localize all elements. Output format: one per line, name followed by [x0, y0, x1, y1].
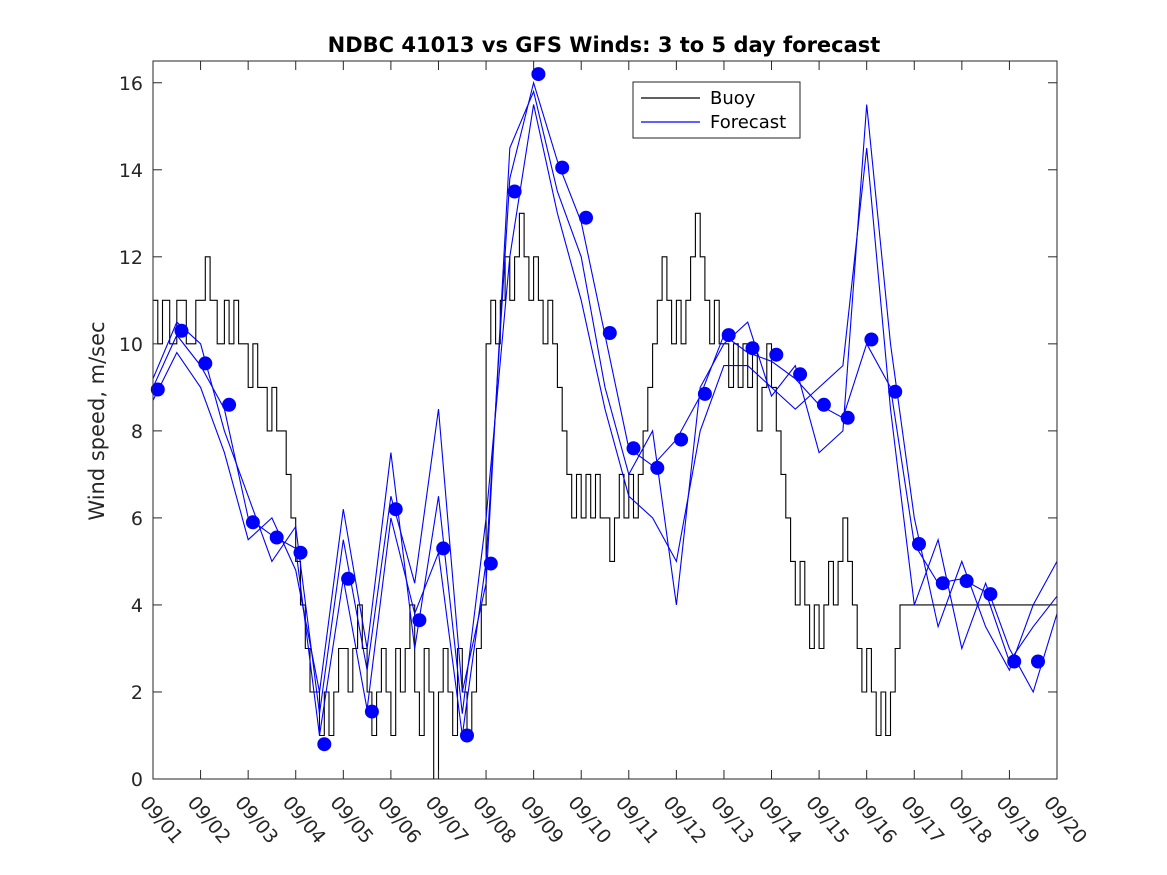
forecast-series-line-2	[152, 89, 1058, 714]
forecast-marker	[555, 160, 570, 175]
forecast-marker	[935, 576, 950, 591]
y-tick-label: 8	[131, 421, 143, 443]
forecast-marker	[888, 384, 903, 399]
forecast-marker	[317, 737, 332, 752]
forecast-marker	[436, 541, 451, 556]
forecast-marker	[341, 571, 356, 586]
forecast-marker	[293, 545, 308, 560]
y-tick-label: 14	[119, 160, 143, 182]
forecast-marker	[1007, 654, 1022, 669]
forecast-marker	[174, 323, 189, 338]
forecast-marker	[912, 537, 926, 551]
forecast-marker	[840, 410, 855, 425]
y-axis-label: Wind speed, m/sec	[85, 321, 109, 520]
forecast-marker	[626, 441, 641, 456]
forecast-marker	[650, 460, 665, 475]
legend: Buoy Forecast	[632, 81, 801, 139]
forecast-marker	[483, 556, 498, 571]
y-tick-label: 2	[131, 682, 143, 704]
forecast-marker	[507, 184, 522, 199]
forecast-marker	[245, 515, 260, 530]
y-tick-label: 4	[131, 595, 143, 617]
forecast-marker	[579, 210, 593, 225]
forecast-marker	[864, 332, 879, 347]
forecast-marker	[222, 397, 237, 412]
forecast-marker	[697, 386, 712, 401]
forecast-marker	[769, 347, 784, 362]
y-tick-label: 16	[119, 73, 143, 95]
forecast-marker	[364, 704, 379, 719]
forecast-marker	[388, 502, 403, 517]
forecast-marker	[460, 728, 474, 743]
forecast-marker	[412, 613, 427, 628]
y-tick-label: 12	[119, 247, 143, 269]
legend-box	[632, 81, 801, 139]
plot-area	[153, 61, 1057, 779]
legend-buoy-label: Buoy	[710, 88, 756, 109]
chart-title: NDBC 41013 vs GFS Winds: 3 to 5 day fore…	[328, 33, 881, 57]
forecast-marker	[674, 432, 689, 447]
forecast-marker	[983, 587, 998, 602]
forecast-marker	[793, 367, 808, 382]
y-tick-label: 10	[119, 334, 143, 356]
forecast-marker	[150, 382, 165, 397]
forecast-marker	[816, 397, 831, 412]
marker-layer	[150, 67, 1045, 752]
buoy-series-line	[153, 212, 1057, 780]
axes-box	[152, 60, 1058, 780]
forecast-marker	[198, 356, 213, 371]
forecast-marker	[602, 326, 617, 340]
forecast-marker	[269, 530, 284, 545]
forecast-marker	[721, 328, 736, 343]
forecast-marker	[1031, 654, 1045, 669]
y-tick-label: 6	[131, 508, 143, 530]
legend-forecast-label: Forecast	[710, 112, 786, 133]
forecast-series-line-1	[152, 104, 1058, 714]
forecast-marker	[745, 341, 760, 356]
forecast-marker	[959, 574, 974, 588]
forecast-marker	[531, 67, 546, 82]
y-tick-label: 0	[131, 769, 143, 791]
